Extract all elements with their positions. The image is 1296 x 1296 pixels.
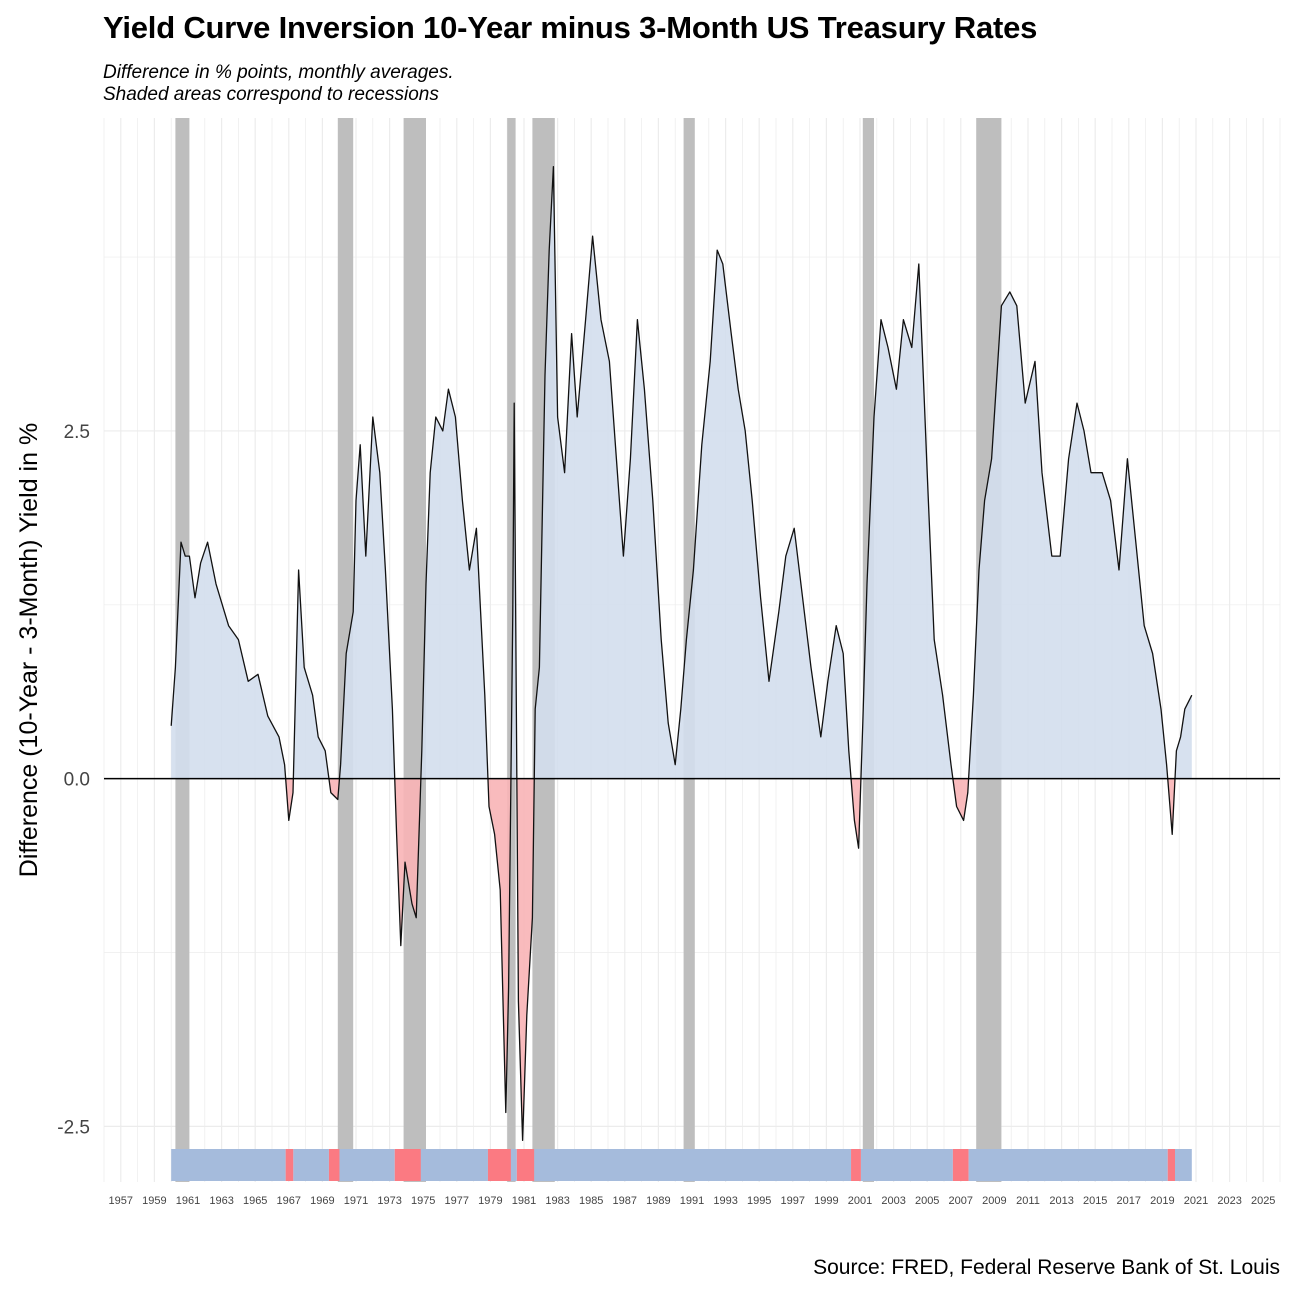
chart-title: Yield Curve Inversion 10-Year minus 3-Mo… [103, 10, 1038, 45]
spread-series-line [170, 166, 1193, 1141]
strip-segment-inverted [394, 1149, 421, 1181]
positive-spread-area [968, 291, 1168, 779]
inverted-spread-area [1167, 778, 1175, 835]
x-tick-label: 2001 [848, 1195, 872, 1207]
x-tick-label: 1969 [310, 1195, 334, 1207]
strip-segment-inverted [487, 1149, 511, 1181]
strip-segment-positive [968, 1149, 1168, 1181]
strip-segment-positive [510, 1149, 517, 1181]
x-tick-label: 1961 [176, 1195, 200, 1207]
inverted-spread-area [488, 778, 511, 1113]
strip-segment-inverted [328, 1149, 340, 1181]
chart-subtitle-line-1: Difference in % points, monthly averages… [103, 62, 454, 83]
x-tick-label: 2009 [982, 1195, 1006, 1207]
spread-area [171, 166, 1192, 1141]
x-tick-label: 1959 [142, 1195, 166, 1207]
chart-subtitle-line-2: Shaded areas correspond to recessions [103, 84, 439, 105]
x-tick-label: 1975 [411, 1195, 435, 1207]
strip-segment-inverted [516, 1149, 535, 1181]
x-tick-label: 1983 [545, 1195, 569, 1207]
positive-spread-area [420, 389, 488, 779]
y-tick-label: 2.5 [64, 422, 90, 443]
positive-spread-area [339, 417, 395, 779]
x-axis-ticks: 1957 1959 1961 1963 1965 1967 1969 1971 1973 1975… [109, 1195, 1276, 1207]
x-tick-label: 1995 [747, 1195, 771, 1207]
x-tick-label: 2013 [1049, 1195, 1073, 1207]
positive-spread-area [293, 570, 329, 779]
source-caption: Source: FRED, Federal Reserve Bank of St… [813, 1256, 1280, 1279]
x-tick-label: 1989 [646, 1195, 670, 1207]
strip-segment-inverted [952, 1149, 969, 1181]
positive-spread-area [1175, 695, 1192, 779]
strip-segment-positive [1175, 1149, 1192, 1181]
x-tick-label: 1981 [512, 1195, 536, 1207]
strip-segment-inverted [1167, 1149, 1175, 1181]
y-tick-label: -2.5 [57, 1117, 90, 1138]
x-tick-label: 2015 [1083, 1195, 1107, 1207]
inverted-spread-area [394, 778, 421, 946]
x-tick-label: 1991 [680, 1195, 704, 1207]
y-axis-label: Difference (10-Year - 3-Month) Yield in … [15, 423, 43, 877]
inverted-spread-area [328, 778, 340, 800]
x-tick-label: 1973 [377, 1195, 401, 1207]
strip-segment-positive [534, 1149, 852, 1181]
inverted-spread-area [285, 778, 294, 821]
recession-band [403, 118, 426, 1182]
x-tick-label: 2011 [1016, 1195, 1040, 1207]
x-tick-label: 2003 [881, 1195, 905, 1207]
x-tick-label: 1997 [781, 1195, 805, 1207]
positive-spread-area [171, 542, 286, 779]
recession-band [337, 118, 354, 1182]
x-tick-label: 1971 [344, 1195, 368, 1207]
strip-segment-positive [860, 1149, 953, 1181]
positive-spread-area [860, 264, 953, 779]
strip-segment-positive [339, 1149, 395, 1181]
x-tick-label: 1979 [478, 1195, 502, 1207]
strip-segment-positive [171, 1149, 286, 1181]
strip-segment-inverted [285, 1149, 294, 1181]
x-tick-label: 1985 [579, 1195, 603, 1207]
strip-segment-positive [420, 1149, 488, 1181]
positive-spread-area [534, 166, 851, 779]
strip-segment-inverted [851, 1149, 861, 1181]
x-tick-label: 1977 [445, 1195, 469, 1207]
x-tick-label: 1987 [613, 1195, 637, 1207]
inverted-spread-area [516, 778, 535, 1141]
y-tick-label: 0.0 [64, 770, 90, 791]
x-tick-label: 1965 [243, 1195, 267, 1207]
strip-segment-positive [293, 1149, 329, 1181]
x-tick-label: 2017 [1117, 1195, 1141, 1207]
x-tick-label: 2023 [1217, 1195, 1241, 1207]
x-tick-label: 1957 [109, 1195, 133, 1207]
x-tick-label: 1963 [209, 1195, 233, 1207]
x-tick-label: 1967 [277, 1195, 301, 1207]
x-tick-label: 2025 [1251, 1195, 1275, 1207]
inverted-spread-area [851, 778, 861, 849]
x-tick-label: 2021 [1184, 1195, 1208, 1207]
sign-strip [171, 1149, 1192, 1181]
x-tick-label: 1993 [713, 1195, 737, 1207]
x-tick-label: 1999 [814, 1195, 838, 1207]
spread-line [170, 166, 1193, 1141]
x-tick-label: 2005 [915, 1195, 939, 1207]
y-axis-ticks: -2.5 0.0 2.5 [57, 422, 90, 1138]
recession-band [507, 118, 516, 1182]
x-tick-label: 2007 [949, 1195, 973, 1207]
x-tick-label: 2019 [1150, 1195, 1174, 1207]
